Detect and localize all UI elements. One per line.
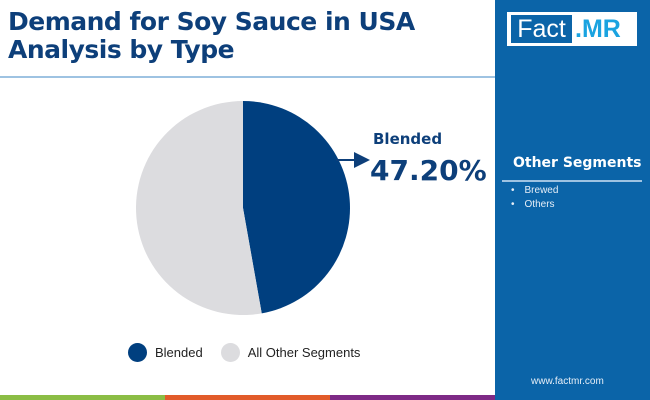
legend-item-blended: Blended <box>128 343 203 362</box>
list-item: Others <box>511 198 558 212</box>
legend-item-other: All Other Segments <box>220 343 361 362</box>
footer-bar-green <box>0 395 165 400</box>
pie-slice-all-other-segments <box>135 101 262 316</box>
callout-value: 47.20% <box>370 154 487 187</box>
pie-chart <box>135 101 370 316</box>
legend-swatch-other <box>220 343 240 362</box>
website-url: www.factmr.com <box>531 376 604 387</box>
footer-bar-orange <box>165 395 330 400</box>
other-segments-title: Other Segments <box>513 155 642 171</box>
side-panel: Fact .MR Other Segments Brewed Others ww… <box>495 0 650 400</box>
legend-label: All Other Segments <box>247 345 361 360</box>
page-title: Demand for Soy Sauce in USA Analysis by … <box>8 8 415 64</box>
factmr-logo: Fact .MR <box>507 12 637 46</box>
list-item: Brewed <box>511 184 559 198</box>
callout-label: Blended <box>373 130 443 148</box>
logo-mr: .MR <box>575 15 621 43</box>
segments-divider <box>502 180 642 182</box>
legend: Blended All Other Segments <box>128 343 378 362</box>
legend-label: Blended <box>155 345 203 360</box>
pie-slice-blended <box>243 101 350 314</box>
title-divider <box>0 76 495 78</box>
title-line-1: Demand for Soy Sauce in USA <box>8 7 415 36</box>
title-line-2: Analysis by Type <box>8 35 235 64</box>
logo-fact: Fact <box>511 15 572 43</box>
footer-bar-purple <box>330 395 495 400</box>
legend-swatch-blended <box>128 343 147 362</box>
segments-list: Brewed Others <box>511 184 559 212</box>
